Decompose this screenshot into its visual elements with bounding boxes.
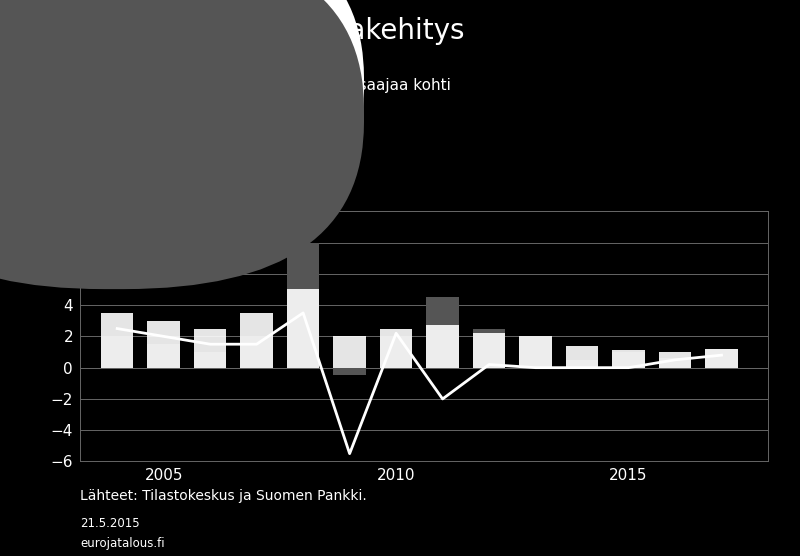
Text: Prosenttimuutos edellisestä vuodesta: Prosenttimuutos edellisestä vuodesta bbox=[80, 192, 341, 206]
Text: Lähteet: Tilastokeskus ja Suomen Pankki.: Lähteet: Tilastokeskus ja Suomen Pankki. bbox=[80, 489, 366, 503]
Tuottavuus työllistä kohti bbox=[624, 364, 634, 371]
Text: eurojatalous.fi: eurojatalous.fi bbox=[80, 537, 165, 549]
Bar bbox=[287, 290, 319, 368]
Bar bbox=[101, 336, 134, 368]
Bar bbox=[334, 336, 366, 368]
Text: Palkansaajakorvaukset palkansaajaa kohti: Palkansaajakorvaukset palkansaajaa kohti bbox=[128, 78, 451, 92]
Bar bbox=[240, 336, 273, 368]
Bar bbox=[240, 313, 273, 368]
Bar bbox=[612, 350, 645, 368]
Bar bbox=[194, 329, 226, 368]
Tuottavuus työllistä kohti bbox=[717, 352, 726, 359]
Tuottavuus työllistä kohti bbox=[530, 364, 540, 371]
Tuottavuus työllistä kohti bbox=[298, 310, 308, 316]
Tuottavuus työllistä kohti bbox=[159, 333, 169, 340]
Tuottavuus työllistä kohti bbox=[484, 361, 494, 368]
Tuottavuus työllistä kohti bbox=[345, 450, 354, 457]
Text: 21.5.2015: 21.5.2015 bbox=[80, 517, 140, 530]
Bar bbox=[101, 313, 134, 368]
Bar bbox=[334, 368, 366, 375]
Tuottavuus työllistä kohti bbox=[206, 341, 215, 348]
Tuottavuus työllistä kohti bbox=[578, 364, 587, 371]
Bar bbox=[194, 352, 226, 368]
Tuottavuus työllistä kohti bbox=[391, 330, 401, 336]
Bar bbox=[473, 333, 506, 368]
Bar bbox=[519, 336, 552, 368]
Bar bbox=[380, 336, 412, 368]
Bar bbox=[566, 360, 598, 368]
Line: Tuottavuus työllistä kohti: Tuottavuus työllistä kohti bbox=[117, 313, 722, 454]
Bar bbox=[380, 329, 412, 368]
Bar bbox=[658, 352, 691, 368]
Bar bbox=[658, 358, 691, 368]
Text: Yksikkötyökustannukset: Yksikkötyökustannukset bbox=[128, 108, 312, 123]
Bar bbox=[287, 242, 319, 368]
Bar bbox=[566, 346, 598, 368]
Tuottavuus työllistä kohti bbox=[438, 396, 447, 403]
Bar bbox=[519, 336, 552, 368]
Text: Tuottavuus työllistä kohti: Tuottavuus työllistä kohti bbox=[128, 139, 319, 153]
Tuottavuus työllistä kohti bbox=[112, 325, 122, 332]
Bar bbox=[147, 321, 180, 368]
Tuottavuus työllistä kohti bbox=[670, 356, 680, 363]
Bar bbox=[706, 349, 738, 368]
Bar bbox=[426, 297, 459, 368]
Bar bbox=[706, 349, 738, 368]
Bar bbox=[426, 325, 459, 368]
Text: Tuottavuus ja palkkakehitys: Tuottavuus ja palkkakehitys bbox=[80, 17, 465, 44]
Bar bbox=[612, 352, 645, 368]
Bar bbox=[473, 329, 506, 368]
Tuottavuus työllistä kohti bbox=[252, 341, 262, 348]
Bar bbox=[147, 344, 180, 368]
